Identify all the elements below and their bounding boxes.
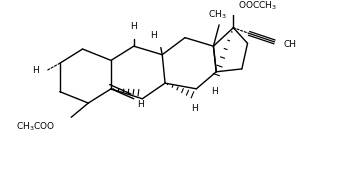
Text: H: H bbox=[32, 66, 38, 75]
Text: CH$_3$: CH$_3$ bbox=[208, 9, 227, 22]
Text: H: H bbox=[138, 100, 144, 109]
Text: CH$_3$COO: CH$_3$COO bbox=[16, 121, 55, 133]
Text: H: H bbox=[130, 22, 137, 31]
Text: H: H bbox=[192, 104, 198, 113]
Text: H: H bbox=[150, 31, 157, 40]
Text: OOCCH$_3$: OOCCH$_3$ bbox=[238, 0, 277, 12]
Text: H: H bbox=[211, 87, 218, 96]
Text: CH: CH bbox=[283, 40, 296, 49]
